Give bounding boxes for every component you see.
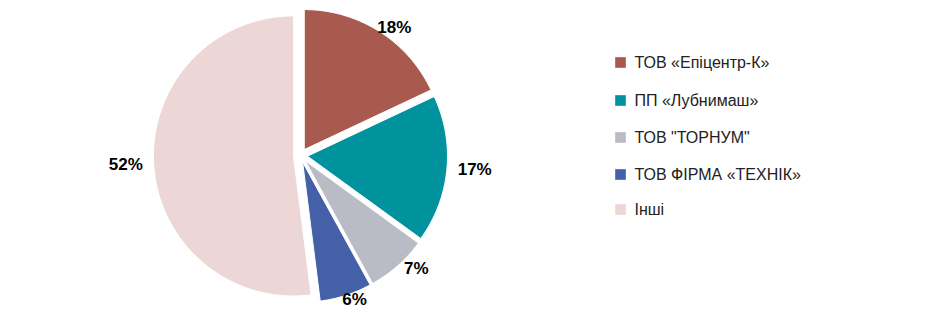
svg-text:ПП «Лубнимаш»: ПП «Лубнимаш» [635,92,759,109]
svg-text:Інші: Інші [635,201,665,218]
svg-text:ТОВ «Епіцентр-К»: ТОВ «Епіцентр-К» [635,54,770,71]
svg-text:ТОВ ФІРМА «ТЕХНІК»: ТОВ ФІРМА «ТЕХНІК» [635,166,802,183]
svg-text:6%: 6% [342,290,367,309]
svg-text:52%: 52% [109,155,143,174]
svg-text:18%: 18% [377,18,411,37]
svg-text:17%: 17% [458,160,492,179]
svg-text:7%: 7% [404,259,429,278]
svg-text:ТОВ "ТОРНУМ": ТОВ "ТОРНУМ" [635,129,750,146]
